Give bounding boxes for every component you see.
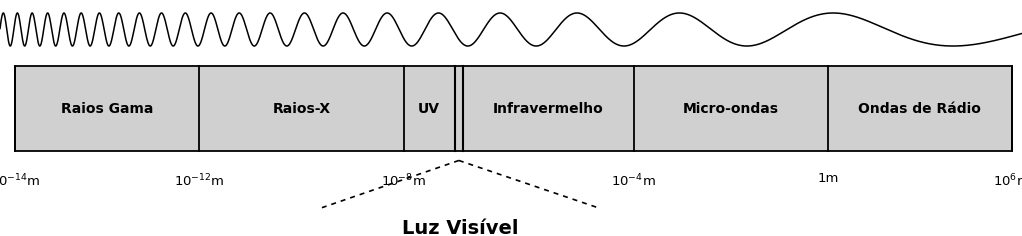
Text: Ondas de Rádio: Ondas de Rádio xyxy=(858,101,981,116)
Bar xyxy=(15,66,1012,151)
Text: Micro-ondas: Micro-ondas xyxy=(683,101,779,116)
Text: 10$^{-12}$m: 10$^{-12}$m xyxy=(174,172,225,189)
Text: Raios Gama: Raios Gama xyxy=(61,101,153,116)
Text: 10$^{-14}$m: 10$^{-14}$m xyxy=(0,172,41,189)
Text: 10$^{-8}$m: 10$^{-8}$m xyxy=(381,172,426,189)
Text: Luz Visível: Luz Visível xyxy=(402,219,518,236)
Text: Raios-X: Raios-X xyxy=(273,101,330,116)
Text: UV: UV xyxy=(418,101,440,116)
Text: Infravermelho: Infravermelho xyxy=(493,101,604,116)
Text: 10$^{-4}$m: 10$^{-4}$m xyxy=(611,172,656,189)
Text: 10$^{6}$m: 10$^{6}$m xyxy=(993,172,1022,189)
Text: 1m: 1m xyxy=(818,172,838,185)
